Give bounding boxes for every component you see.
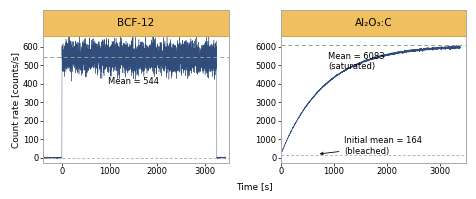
Text: Time [s]: Time [s] bbox=[237, 182, 273, 191]
Text: Al₂O₃:C: Al₂O₃:C bbox=[355, 18, 392, 28]
Y-axis label: Count rate [counts/s]: Count rate [counts/s] bbox=[11, 52, 20, 147]
Text: Initial mean = 164
(bleached): Initial mean = 164 (bleached) bbox=[320, 137, 422, 156]
Text: Mean = 544: Mean = 544 bbox=[108, 77, 159, 86]
Text: BCF-12: BCF-12 bbox=[117, 18, 154, 28]
Text: Mean = 6083
(saturated): Mean = 6083 (saturated) bbox=[328, 52, 385, 71]
